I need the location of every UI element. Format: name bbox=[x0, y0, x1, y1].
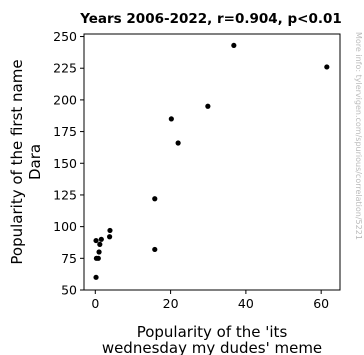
data-point bbox=[205, 103, 211, 109]
data-points bbox=[93, 42, 330, 280]
y-axis-label-line-1: Popularity of the first name bbox=[8, 59, 26, 264]
y-tick-label: 175 bbox=[53, 124, 77, 139]
y-tick-label: 200 bbox=[53, 92, 77, 107]
x-tick-label: 40 bbox=[238, 296, 254, 311]
data-point bbox=[152, 196, 158, 202]
data-point bbox=[98, 236, 104, 242]
data-point bbox=[97, 241, 103, 247]
plot-area bbox=[83, 33, 341, 291]
data-point bbox=[95, 255, 101, 261]
watermark: More info: tylervigen.com/spurious/corre… bbox=[354, 32, 363, 240]
x-tick-label: 60 bbox=[313, 296, 329, 311]
data-point bbox=[107, 234, 113, 240]
data-point bbox=[168, 116, 174, 122]
data-point bbox=[175, 140, 181, 146]
y-axis: 50 75 100 125 150 175 200 225 250 bbox=[53, 29, 84, 298]
x-axis: 0 20 40 60 bbox=[91, 290, 329, 311]
x-axis-label-line-2: wednesday my dudes' meme bbox=[102, 339, 322, 355]
y-tick-label: 100 bbox=[53, 219, 77, 234]
data-point bbox=[152, 246, 158, 253]
data-point bbox=[324, 64, 330, 70]
data-point bbox=[93, 274, 99, 280]
data-point bbox=[93, 237, 99, 244]
y-tick-label: 125 bbox=[53, 187, 77, 202]
y-tick-label: 50 bbox=[61, 283, 77, 298]
x-tick-label: 20 bbox=[163, 296, 179, 311]
data-point bbox=[107, 227, 113, 234]
x-tick-label: 0 bbox=[91, 296, 99, 311]
y-tick-label: 250 bbox=[53, 29, 77, 44]
y-axis-label-line-2: Dara bbox=[26, 144, 44, 180]
data-point bbox=[96, 249, 102, 255]
y-tick-label: 150 bbox=[53, 156, 77, 171]
y-tick-label: 75 bbox=[61, 251, 77, 266]
x-axis-label-line-1: Popularity of the 'its bbox=[137, 323, 288, 341]
y-tick-label: 225 bbox=[53, 61, 77, 76]
data-point bbox=[231, 42, 237, 49]
chart-title: Years 2006-2022, r=0.904, p<0.01 bbox=[79, 11, 342, 27]
